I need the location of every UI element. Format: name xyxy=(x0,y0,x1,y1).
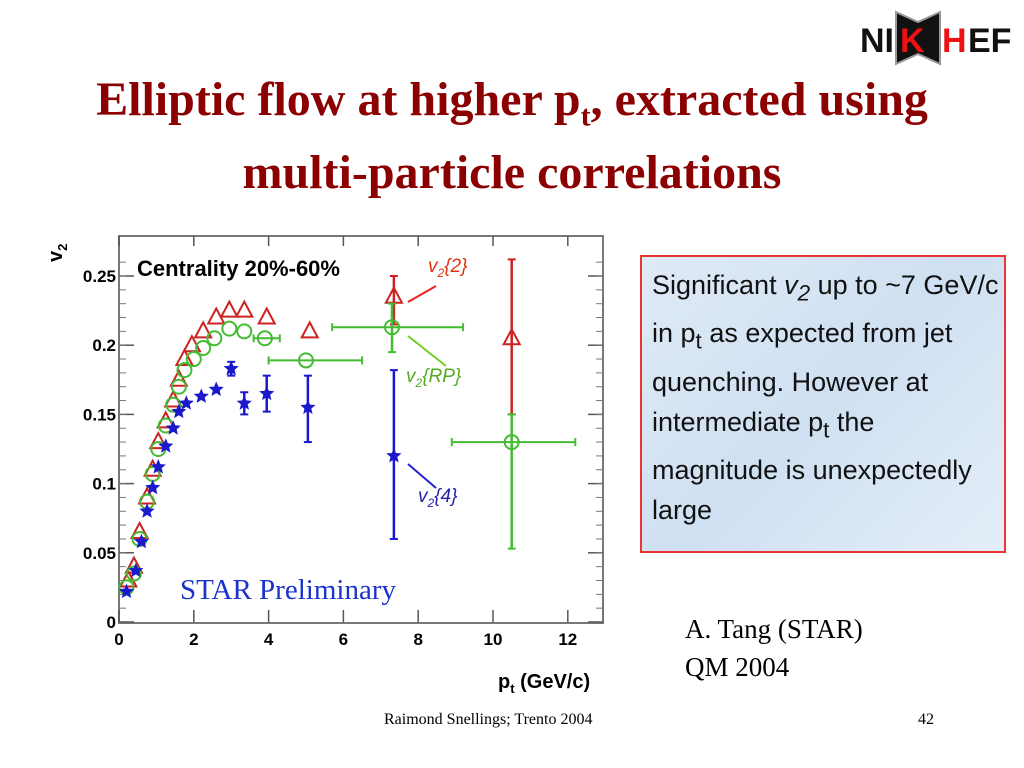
x-tick-label: 2 xyxy=(189,630,198,649)
plot-frame xyxy=(118,235,604,624)
v2rp-point xyxy=(195,339,212,356)
v24-point xyxy=(178,395,194,410)
x-tick-label: 8 xyxy=(413,630,422,649)
credit: A. Tang (STAR) QM 2004 xyxy=(685,610,863,686)
y-tick-label: 0.05 xyxy=(83,544,116,563)
v2rp-point xyxy=(298,352,314,369)
v24-point xyxy=(236,395,252,410)
y-tick-label: 0.25 xyxy=(83,267,116,286)
v2rp-point xyxy=(185,351,202,368)
x-tick-label: 6 xyxy=(339,630,348,649)
credit-conference: QM 2004 xyxy=(685,652,790,682)
x-tick-label: 4 xyxy=(264,630,274,649)
v24-point xyxy=(208,381,224,396)
legend-v2-4: v2{4} xyxy=(418,486,458,510)
svg-text:EF: EF xyxy=(968,22,1011,60)
x-tick-label: 0 xyxy=(114,630,123,649)
v24-point xyxy=(171,403,187,419)
v24-point xyxy=(193,388,209,403)
arrow-v2-2 xyxy=(407,285,437,303)
v22-point xyxy=(219,299,239,318)
v2rp-point xyxy=(384,319,401,336)
slide-title: Elliptic flow at higher pt, extracted us… xyxy=(40,72,984,201)
x-tick-label: 10 xyxy=(484,630,503,649)
chart-title: Centrality 20%-60% xyxy=(137,256,340,281)
legend-v2-2: v2{2} xyxy=(428,256,468,280)
v2rp-point xyxy=(256,330,273,347)
v22-point xyxy=(234,299,254,318)
y-tick-label: 0.1 xyxy=(92,475,116,494)
legend-v2-rp: v2{RP} xyxy=(406,366,462,390)
v22-point xyxy=(118,569,139,588)
v22-point xyxy=(174,347,195,367)
arrow-v2-4 xyxy=(407,463,437,489)
v22-point xyxy=(206,306,226,325)
nikhef-logo: NI K H EF xyxy=(860,10,1011,66)
title-subscript: t xyxy=(580,99,591,133)
credit-author: A. Tang (STAR) xyxy=(685,614,863,644)
v24-point xyxy=(386,447,402,463)
v24-point xyxy=(158,438,174,453)
y-tick-label: 0 xyxy=(107,613,116,632)
v22-point xyxy=(300,320,320,339)
v24-point xyxy=(223,360,239,376)
v2rp-point xyxy=(176,362,193,379)
v24-point xyxy=(133,533,149,549)
footer-text: Raimond Snellings; Trento 2004 xyxy=(384,711,593,728)
v22-point xyxy=(182,334,202,353)
y-axis-label: v2 xyxy=(45,244,70,262)
x-axis-label: pt (GeV/c) xyxy=(498,671,590,696)
v2rp-point xyxy=(170,378,187,395)
v24-point xyxy=(118,583,135,598)
v2rp-point xyxy=(236,323,253,340)
svg-text:K: K xyxy=(900,22,925,60)
v22-point xyxy=(502,327,522,346)
v24-point xyxy=(300,399,316,414)
y-tick-label: 0.15 xyxy=(83,405,116,424)
svg-text:NI: NI xyxy=(860,22,894,60)
v2rp-point xyxy=(165,396,182,413)
v22-point xyxy=(193,320,213,339)
v22-point xyxy=(129,520,150,540)
v22-point xyxy=(148,430,168,450)
v2rp-point xyxy=(503,434,520,451)
v2rp-point xyxy=(221,320,238,337)
v24-point xyxy=(165,420,181,435)
star-preliminary-label: STAR Preliminary xyxy=(180,574,396,606)
v24-point xyxy=(139,503,155,518)
title-text-rest: , extracted using multi-particle correla… xyxy=(242,73,928,199)
v22-point xyxy=(257,306,277,325)
v2rp-point xyxy=(206,330,223,347)
v24-point xyxy=(128,562,144,578)
note-box: Significant v2 up to ~7 GeV/c in pt as e… xyxy=(640,255,1006,553)
y-tick-label: 0.2 xyxy=(92,336,116,355)
v22-point xyxy=(169,368,189,387)
arrow-v2-rp xyxy=(407,335,447,367)
v24-point xyxy=(150,459,166,474)
svg-text:H: H xyxy=(942,22,967,60)
x-tick-label: 12 xyxy=(558,630,577,649)
v2rp-point xyxy=(125,565,142,582)
page-number: 42 xyxy=(918,711,934,728)
title-text: Elliptic flow at higher p xyxy=(96,73,581,126)
v24-point xyxy=(259,385,275,401)
v24-point xyxy=(145,479,161,495)
